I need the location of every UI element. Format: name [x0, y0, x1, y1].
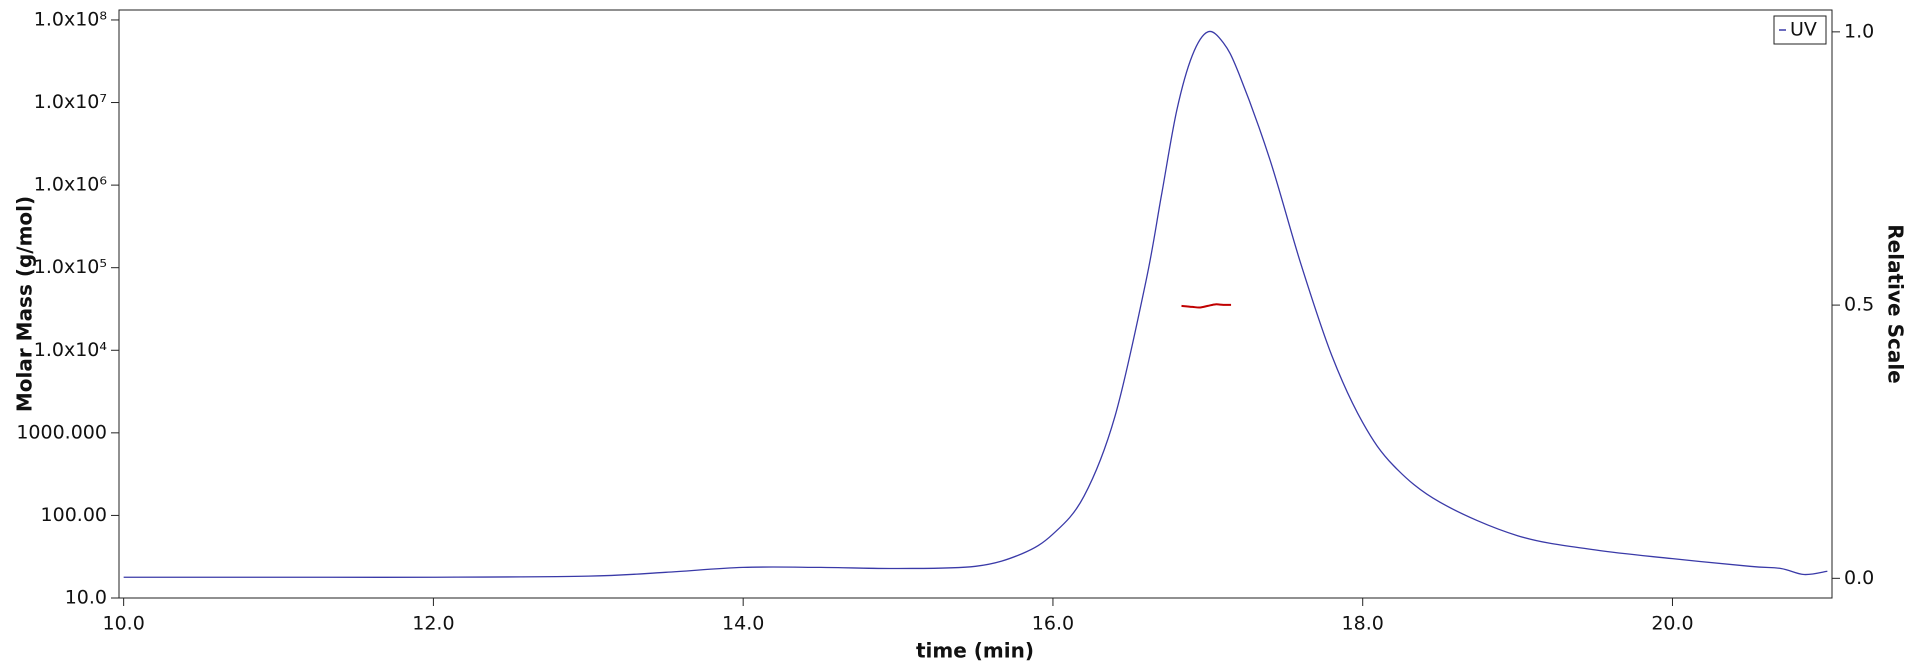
x-axis-title: time (min) [916, 639, 1034, 663]
y-tick-label: 1.0x10⁵ [34, 256, 107, 278]
x-tick-label: 18.0 [1342, 613, 1384, 635]
y-tick-label: 100.00 [41, 504, 107, 526]
data-line [1181, 303, 1232, 309]
x-tick-label: 12.0 [412, 613, 454, 635]
y-tick-label: 1.0x10⁸ [34, 8, 107, 30]
y-tick-label: 1.0x10⁴ [34, 339, 108, 361]
y2-tick-label: 0.5 [1844, 294, 1874, 316]
plot-frame [118, 9, 1833, 599]
y-tick-label: 1000.000 [16, 421, 107, 443]
y-tick-label: 10.0 [65, 587, 107, 609]
y2-tick-label: 0.0 [1844, 567, 1874, 589]
y2-axis-title: Relative Scale [1884, 224, 1908, 383]
legend-label: UV [1790, 19, 1817, 41]
y2-tick-label: 1.0 [1844, 20, 1874, 42]
y-tick-label: 1.0x10⁷ [34, 91, 107, 113]
y-tick-label: 1.0x10⁶ [34, 174, 107, 196]
x-tick-label: 10.0 [102, 613, 144, 635]
data-line [123, 30, 1828, 578]
x-tick-label: 16.0 [1032, 613, 1074, 635]
x-tick-label: 14.0 [722, 613, 764, 635]
y-axis-title: Molar Mass (g/mol) [13, 196, 37, 412]
x-tick-label: 20.0 [1651, 613, 1693, 635]
